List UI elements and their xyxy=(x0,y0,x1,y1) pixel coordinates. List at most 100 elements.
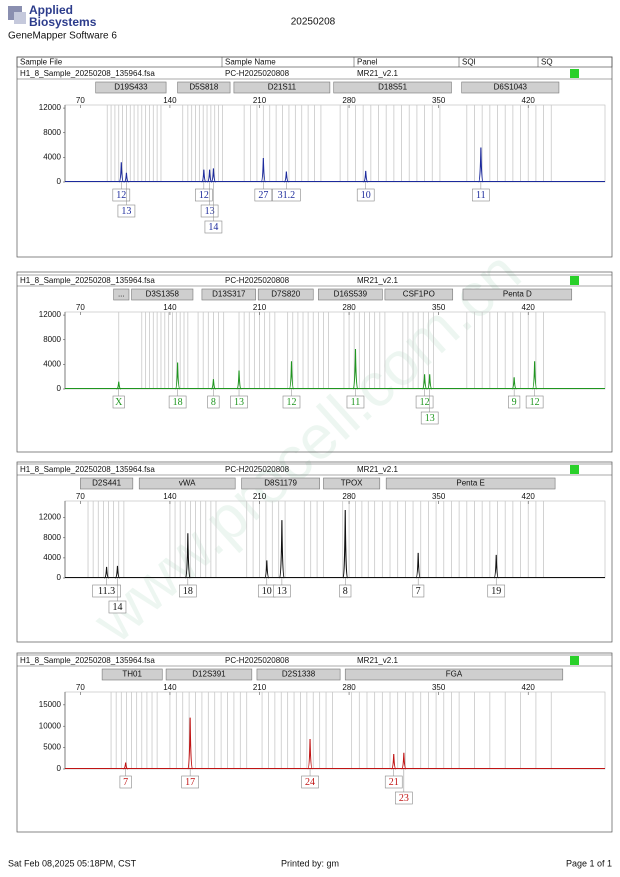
allele-label: 14 xyxy=(208,222,218,233)
marker-label: D5S818 xyxy=(189,83,218,92)
y-tick-label: 8000 xyxy=(43,533,61,542)
logo-mark xyxy=(14,12,26,24)
panel-box xyxy=(16,56,613,258)
allele-label: 14 xyxy=(112,602,122,613)
y-tick-label: 12000 xyxy=(39,513,62,522)
panel-box xyxy=(16,461,613,643)
column-header: Panel xyxy=(357,58,378,67)
y-tick-label: 8000 xyxy=(43,335,61,344)
marker-label: D12S391 xyxy=(192,670,226,679)
peak xyxy=(236,370,242,390)
marker-bar xyxy=(80,477,134,490)
allele-box xyxy=(487,584,506,598)
marker-label: FGA xyxy=(446,670,463,679)
sq-indicator xyxy=(570,276,579,285)
y-tick-label: 12000 xyxy=(39,103,62,112)
peak xyxy=(422,374,428,390)
sample-name: PC-H2025020808 xyxy=(225,656,290,665)
column-header: Sample File xyxy=(20,58,63,67)
allele-box xyxy=(112,188,131,202)
allele-label: 12 xyxy=(286,397,296,408)
allele-box xyxy=(415,395,434,409)
x-tick-label: 70 xyxy=(76,96,85,105)
panel-box xyxy=(16,271,613,453)
peak xyxy=(493,554,499,579)
allele-box xyxy=(420,411,439,425)
marker-bar xyxy=(256,668,341,681)
peak xyxy=(174,362,181,390)
allele-label: 13 xyxy=(121,206,131,217)
allele-box xyxy=(204,220,223,234)
y-tick-label: 4000 xyxy=(43,152,61,161)
allele-label: 19 xyxy=(491,586,501,597)
x-tick-label: 70 xyxy=(76,492,85,501)
allele-box xyxy=(282,395,301,409)
x-tick-label: 420 xyxy=(522,492,536,501)
peak xyxy=(531,361,538,390)
x-tick-label: 280 xyxy=(342,303,356,312)
allele-label: 17 xyxy=(185,777,195,788)
panel-name: MR21_v2.1 xyxy=(357,69,398,78)
allele-box xyxy=(92,584,121,598)
watermark: www.procell.com.cn xyxy=(80,238,534,657)
allele-box xyxy=(200,204,219,218)
allele-box xyxy=(301,775,319,789)
x-tick-label: 140 xyxy=(163,303,177,312)
table-header xyxy=(16,56,613,68)
footer-left: Sat Feb 08,2025 05:18PM, CST xyxy=(8,858,137,868)
allele-label: 24 xyxy=(305,777,315,788)
x-tick-label: 210 xyxy=(253,96,267,105)
peak xyxy=(391,754,397,770)
marker-label: D19S433 xyxy=(114,83,148,92)
marker-bar xyxy=(333,81,452,94)
column-header: Sample Name xyxy=(225,58,276,67)
x-tick-label: 140 xyxy=(163,492,177,501)
peak xyxy=(187,717,193,770)
allele-box xyxy=(508,395,521,409)
marker-label: D8S1179 xyxy=(264,479,297,488)
marker-bar xyxy=(177,81,231,94)
allele-label: 18 xyxy=(173,397,183,408)
marker-bar xyxy=(138,477,236,490)
marker-bar xyxy=(344,668,564,681)
x-tick-label: 210 xyxy=(253,492,267,501)
x-tick-label: 210 xyxy=(253,303,267,312)
x-tick-label: 280 xyxy=(342,96,356,105)
footer-right: Page 1 of 1 xyxy=(566,858,612,868)
sample-file: H1_8_Sample_20250208_135964.fsa xyxy=(20,465,155,474)
y-tick-label: 12000 xyxy=(39,310,62,319)
allele-label: 10 xyxy=(361,190,371,201)
allele-label: 31.2 xyxy=(278,190,296,201)
marker-label: D16S539 xyxy=(334,290,368,299)
marker-label: CSF1PO xyxy=(403,290,435,299)
y-tick-label: 10000 xyxy=(39,721,62,730)
marker-bar xyxy=(461,81,560,94)
marker-label: D2S441 xyxy=(92,479,121,488)
x-tick-label: 280 xyxy=(342,492,356,501)
allele-box xyxy=(412,584,425,598)
x-tick-label: 350 xyxy=(432,492,446,501)
allele-label: 12 xyxy=(420,397,430,408)
allele-label: 11 xyxy=(351,397,361,408)
x-tick-label: 350 xyxy=(432,683,446,692)
peak xyxy=(283,171,289,183)
x-tick-label: 140 xyxy=(163,683,177,692)
peak xyxy=(478,147,484,183)
sample-file: H1_8_Sample_20250208_135964.fsa xyxy=(20,276,155,285)
plot-frame xyxy=(64,691,606,770)
panel-name: MR21_v2.1 xyxy=(357,656,398,665)
marker-bar xyxy=(201,288,256,301)
marker-label: D21S11 xyxy=(268,83,297,92)
allele-label: 12 xyxy=(199,190,209,201)
peak xyxy=(363,170,369,183)
marker-bar xyxy=(131,288,194,301)
x-tick-label: 140 xyxy=(163,96,177,105)
sq-indicator xyxy=(570,69,579,78)
peak xyxy=(260,157,267,183)
peak xyxy=(401,752,407,770)
marker-bar xyxy=(241,477,320,490)
marker-bar xyxy=(165,668,253,681)
allele-box xyxy=(168,395,187,409)
y-tick-label: 0 xyxy=(57,764,62,773)
